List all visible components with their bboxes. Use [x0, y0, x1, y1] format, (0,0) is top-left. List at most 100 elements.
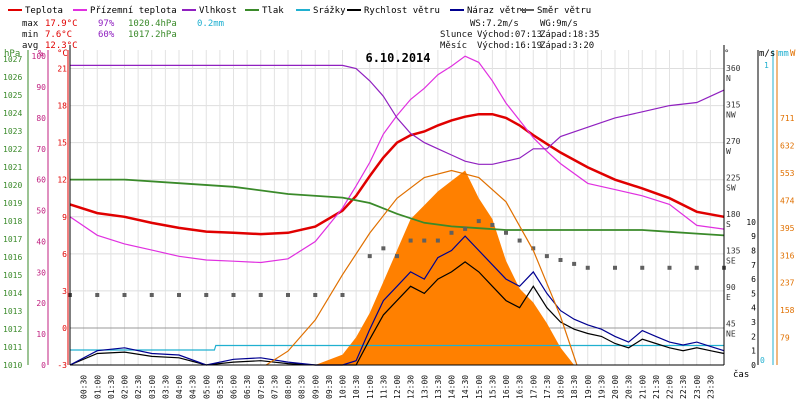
stat-min-press: 1017.2hPa [128, 30, 177, 40]
x-tick-label: 01:00 [93, 375, 102, 399]
pressure-tick: 1018 [3, 217, 22, 226]
wind-tick: 5 [751, 289, 756, 298]
pressure-tick: 1019 [3, 199, 22, 208]
solar-tick: 711 [780, 114, 795, 123]
x-tick-label: 06:00 [230, 375, 239, 399]
wind-tick: 10 [746, 218, 756, 227]
x-tick-label: 20:00 [611, 375, 620, 399]
humidity-tick: 30 [36, 268, 46, 277]
pressure-tick: 1020 [3, 181, 22, 190]
pressure-unit: hPa [4, 49, 20, 59]
series-line-1 [69, 55, 725, 264]
series-wind-direction-point [204, 293, 209, 297]
series-wind-direction-point [640, 265, 645, 270]
wind-tick: 4 [751, 304, 756, 313]
pressure-tick: 1025 [3, 91, 22, 100]
wind-unit: m/s [759, 49, 775, 59]
stat-min-temp: 7.6°C [45, 30, 72, 40]
stat-max-temp: 17.9°C [45, 19, 78, 29]
x-tick-label: 10:00 [339, 375, 348, 399]
x-tick-label: 05:00 [202, 375, 211, 399]
direction-degree: 225 [726, 174, 741, 183]
series-wind-direction-point [572, 261, 577, 266]
x-tick-label: 18:30 [570, 375, 579, 399]
stats-block: max 17.9°C 97% 1020.4hPa 0.2mm min 7.6°C… [22, 19, 224, 51]
wind-tick: 8 [751, 246, 756, 255]
pressure-tick: 1013 [3, 307, 22, 316]
pressure-tick: 1012 [3, 325, 22, 334]
series-wind-direction-point [531, 246, 536, 251]
x-tick-label: 07:30 [270, 375, 279, 399]
rain-tick: 1 [764, 61, 769, 70]
solar-tick: 79 [780, 334, 790, 343]
humidity-tick: 80 [36, 114, 46, 123]
wind-tick: 1 [751, 347, 756, 356]
direction-degree: 180 [726, 210, 741, 219]
series-wind-direction-point [258, 293, 263, 297]
legend-label: Náraz větru [467, 6, 527, 16]
direction-compass: E [726, 293, 731, 302]
pressure-tick: 1015 [3, 271, 22, 280]
series-wind-direction-point [694, 265, 699, 270]
pressure-tick: 1017 [3, 235, 22, 244]
series-wind-direction-point [313, 293, 318, 297]
series-line-9 [265, 169, 578, 366]
legend-label: Tlak [262, 6, 284, 16]
series-wind-direction-point [395, 254, 399, 259]
solar-layer [266, 170, 575, 365]
x-tick-label: 09:00 [311, 375, 320, 399]
series-wind-direction-point [504, 230, 508, 235]
pressure-tick: 1026 [3, 73, 22, 82]
rain-tick: 0 [760, 356, 765, 365]
humidity-tick: 90 [36, 83, 46, 92]
x-tick-label: 15:00 [475, 375, 484, 399]
direction-degree: 45 [726, 320, 736, 329]
series-wind-direction-point [613, 265, 617, 270]
series-wind-direction-point [422, 238, 427, 243]
x-tick-label: 08:30 [298, 375, 307, 399]
x-tick-label: 11:00 [366, 375, 375, 399]
x-tick-label: 22:00 [666, 375, 675, 399]
series-wind-direction-point [177, 293, 181, 297]
humidity-tick: 100 [32, 52, 47, 61]
sun-rise: Východ:07:13 [477, 30, 542, 40]
x-tick-label: 14:00 [448, 375, 457, 399]
temperature-tick: 18 [57, 102, 67, 111]
sun-set: Západ:18:35 [540, 30, 600, 40]
temperature-tick: 21 [57, 65, 67, 74]
wind-tick: 2 [751, 332, 756, 341]
sun-label: Slunce [440, 30, 473, 40]
x-tick-label: 16:30 [516, 375, 525, 399]
x-tick-label: 14:30 [461, 375, 470, 399]
series-wind-direction-point [435, 238, 440, 243]
x-tick-label: 04:30 [189, 375, 198, 399]
humidity-tick: 20 [36, 299, 46, 308]
x-tick-label: 02:30 [134, 375, 143, 399]
x-tick-label: 10:30 [352, 375, 361, 399]
series-wind-direction-point [367, 254, 372, 259]
series-wind-direction-point [381, 246, 386, 251]
rain-unit: mm [778, 49, 789, 59]
temperature-tick: 9 [62, 213, 67, 222]
wind-tick: 3 [751, 318, 756, 327]
temperature-tick: 12 [57, 176, 67, 185]
direction-degree: 315 [726, 101, 741, 110]
axis-units: hPa % °C ° m/s mm W čas [4, 49, 796, 380]
x-tick-label: 20:30 [625, 375, 634, 399]
x-tick-label: 21:30 [652, 375, 661, 399]
stat-avg-label: avg [22, 41, 38, 51]
stat-max-press: 1020.4hPa [128, 19, 177, 29]
series-wind-direction-point [490, 223, 495, 227]
x-tick-label: 12:00 [393, 375, 402, 399]
humidity-tick: 40 [36, 237, 46, 246]
series-wind-direction-point [149, 293, 154, 297]
solar-tick: 395 [780, 224, 795, 233]
direction-compass: W [726, 147, 731, 156]
pressure-tick: 1022 [3, 145, 22, 154]
x-tick-label: 23:30 [706, 375, 715, 399]
x-tick-label: 03:30 [161, 375, 170, 399]
x-tick-label: 15:30 [488, 375, 497, 399]
legend-label: Směr větru [537, 6, 591, 16]
pressure-tick: 1014 [3, 289, 22, 298]
wind-tick: 0 [751, 361, 756, 370]
